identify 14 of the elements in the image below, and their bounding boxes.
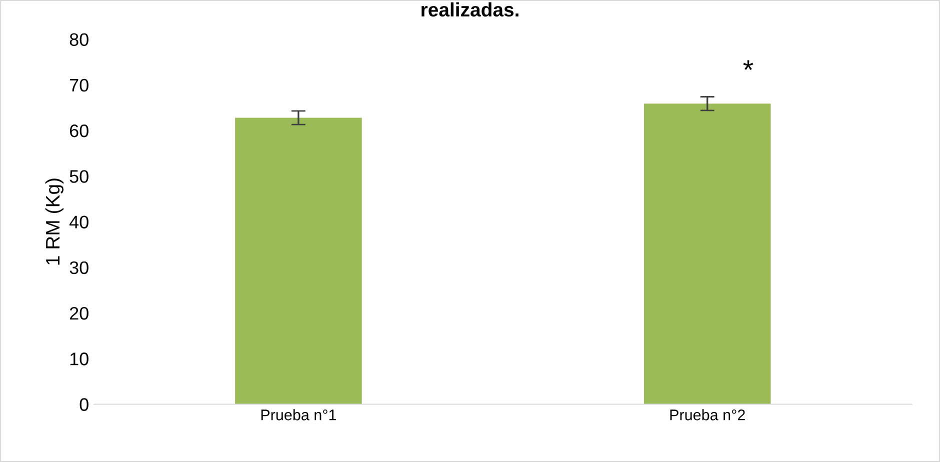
y-tick-label: 40: [69, 216, 88, 228]
x-tick-label: Prueba n°1: [261, 409, 336, 420]
y-tick-label: 50: [70, 170, 88, 183]
y-tick-label: 20: [70, 306, 88, 320]
y-tick-label: 80: [70, 33, 88, 46]
y-tick-label: 10: [70, 352, 88, 366]
y-tick-label: 70: [70, 78, 88, 92]
y-axis-title: 1 RM (Kg): [45, 178, 64, 265]
x-tick-label: Prueba n°2: [670, 409, 745, 420]
y-tick-label: 30: [70, 261, 88, 274]
y-tick-label: 60: [70, 124, 88, 138]
y-tick-label: 0: [80, 398, 88, 411]
chart-title: realizadas.: [422, 2, 518, 17]
annotation: *: [743, 60, 754, 70]
